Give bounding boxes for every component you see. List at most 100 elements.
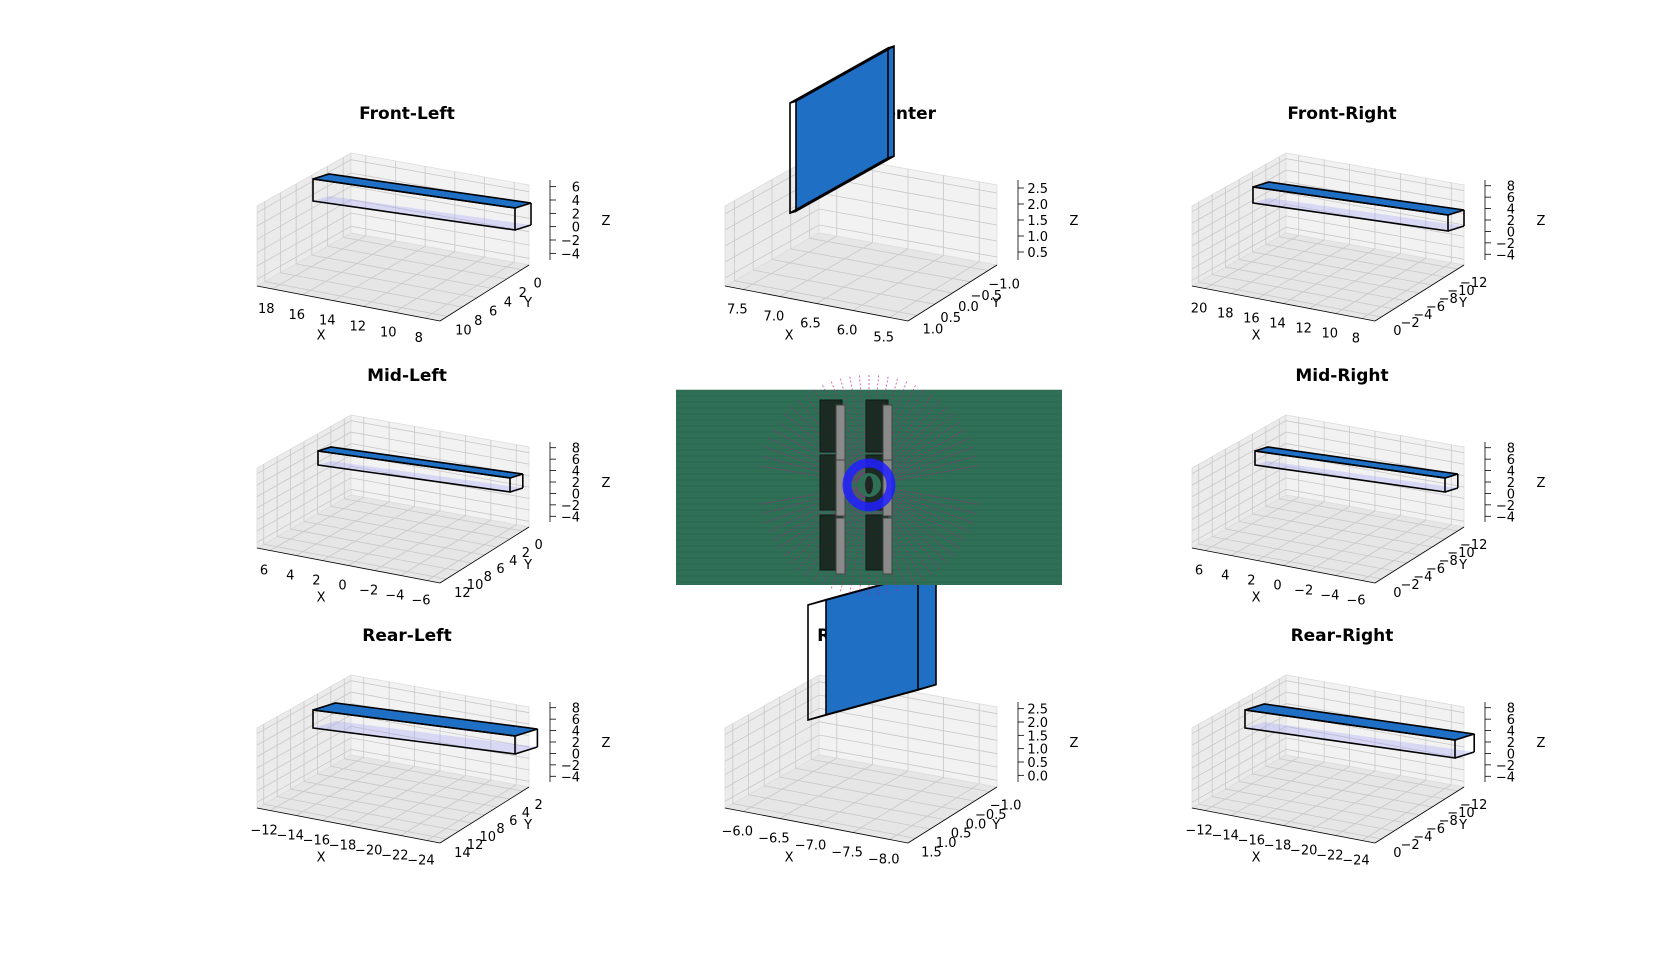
grid-line — [1279, 498, 1458, 532]
y-tick-label: 8 — [484, 570, 492, 585]
grid-line — [724, 707, 998, 762]
x-tick-label: −2 — [1294, 584, 1313, 599]
x-axis-label: X — [317, 328, 326, 343]
z-tick-label: −4 — [561, 770, 580, 785]
subplot-title: Rear-Left — [362, 626, 451, 646]
z-tick-label: 8 — [1507, 442, 1515, 457]
grid-line — [1225, 788, 1407, 824]
z-tick-label: 8 — [1507, 180, 1515, 195]
z-tick-label: −4 — [1496, 510, 1515, 525]
z-tick-label: 1.5 — [1027, 214, 1048, 229]
z-tick-label: 2.5 — [1027, 182, 1048, 197]
y-tick-label: −0.5 — [975, 808, 1007, 823]
grid-line — [816, 770, 909, 826]
grid-line — [753, 269, 935, 305]
grid-line — [327, 245, 507, 280]
z-tick-label: 4 — [572, 194, 580, 209]
x-tick-label: 7.0 — [764, 310, 785, 325]
z-tick-label: 2 — [1507, 736, 1515, 751]
grid-line — [1279, 758, 1458, 792]
grid-line — [1191, 431, 1465, 486]
x-tick-label: 7.5 — [727, 303, 748, 318]
grid-line — [256, 680, 530, 735]
bounding-box — [514, 746, 538, 755]
y-tick-label: −2 — [1400, 578, 1419, 593]
y-axis-line — [1374, 786, 1465, 844]
y-axis-label: Y — [991, 818, 1000, 833]
x-axis-line — [256, 285, 441, 322]
grid-line — [303, 521, 485, 556]
grid-line — [272, 235, 367, 290]
center-image — [676, 375, 1062, 595]
y-tick-label: 0.5 — [951, 827, 972, 842]
y-tick-label: −6 — [1426, 562, 1445, 577]
grid-line — [1191, 215, 1465, 270]
z-tick-label: 0 — [1507, 225, 1515, 240]
y-tick-label: −10 — [1447, 806, 1474, 821]
x-tick-label: 12 — [1295, 322, 1312, 337]
grid-line — [1198, 803, 1382, 840]
grid-line — [256, 420, 530, 475]
y-tick-label: −1.0 — [990, 799, 1022, 814]
bbox-face — [318, 461, 523, 492]
grid-line — [256, 431, 530, 486]
bounding-box — [1447, 225, 1465, 232]
y-tick-label: −0.5 — [971, 289, 1003, 304]
x-tick-label: −22 — [1316, 849, 1343, 864]
grid-line — [256, 488, 530, 543]
z-tick-label: 2 — [572, 476, 580, 491]
y-axis-label: Y — [991, 296, 1000, 311]
y-tick-label: −6 — [1426, 300, 1445, 315]
x-tick-label: −20 — [1290, 844, 1317, 859]
bounding-box — [509, 487, 524, 493]
z-tick-label: 0 — [572, 747, 580, 762]
subplot-title: Front-Right — [1287, 104, 1396, 124]
sensor-bar — [835, 404, 846, 462]
y-tick-label: −8 — [1439, 554, 1458, 569]
grid-line — [330, 765, 511, 800]
z-tick-label: 0.0 — [1027, 769, 1048, 784]
grid-line — [394, 256, 485, 313]
grid-line — [852, 777, 944, 833]
grid-line — [277, 536, 460, 572]
grid-line — [724, 747, 998, 802]
x-tick-label: −16 — [1238, 834, 1265, 849]
bounding-box — [789, 210, 797, 214]
y-tick-label: 6 — [496, 562, 504, 577]
grid-line — [1212, 274, 1395, 310]
subplot-rear-center: −6.0 −6.5 −7.0 −7.5 −8.0 1.51.00.50.0−0.5−1.0… — [722, 568, 1079, 868]
z-tick-label: −2 — [561, 234, 580, 249]
y-tick-label: −4 — [1413, 830, 1432, 845]
subplot-title: Mid-Left — [367, 366, 447, 386]
y-axis-line — [907, 786, 998, 844]
grid-line — [290, 528, 472, 564]
grid-line — [1279, 236, 1458, 270]
grid-line — [256, 477, 530, 532]
bounding-box — [807, 598, 827, 606]
y-tick-label: 14 — [454, 846, 471, 861]
grid-line — [280, 272, 463, 308]
x-tick-label: 14 — [319, 314, 336, 329]
x-tick-label: 2 — [1247, 574, 1255, 589]
grid-line — [1212, 796, 1395, 832]
grid-line — [256, 465, 530, 520]
x-tick-label: −6 — [411, 594, 430, 609]
y-tick-label: 10 — [480, 830, 497, 845]
z-tick-label: 4 — [1507, 465, 1515, 480]
z-tick-label: −4 — [561, 247, 580, 262]
grid-line — [277, 796, 460, 832]
z-tick-label: 4 — [1507, 725, 1515, 740]
x-tick-label: 0 — [1273, 579, 1281, 594]
grid-line — [256, 159, 530, 214]
y-tick-label: 1.0 — [936, 836, 957, 851]
grid-line — [424, 261, 515, 319]
bbox-face — [313, 196, 531, 230]
x-tick-label: 18 — [258, 302, 275, 317]
x-tick-label: −7.0 — [795, 839, 827, 854]
subplot-front-center: 7.5 7.0 6.5 6.0 5.51.00.50.0−0.5−1.02.52.01.… — [723, 44, 1079, 346]
y-tick-label: −12 — [1460, 276, 1487, 291]
bounding-box — [887, 45, 895, 49]
